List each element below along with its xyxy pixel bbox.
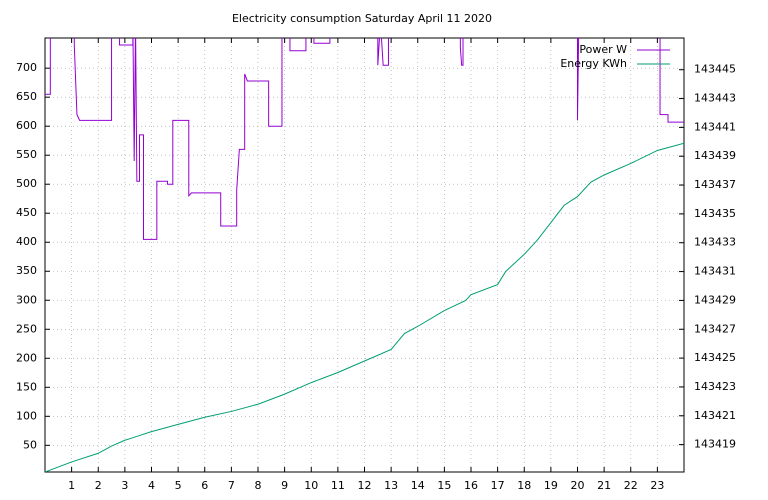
y2-tick-label: 143437 (694, 178, 736, 191)
y2-tick-label: 143431 (694, 265, 736, 278)
x-tick-label: 13 (384, 479, 398, 492)
y-tick-label: 250 (16, 322, 37, 335)
data-line (45, 142, 684, 472)
x-tick-label: 4 (148, 479, 155, 492)
y-tick-label: 700 (16, 61, 37, 74)
x-tick-label: 10 (304, 479, 318, 492)
chart-title: Electricity consumption Saturday April 1… (232, 12, 492, 25)
x-tick-label: 16 (464, 479, 478, 492)
x-tick-label: 18 (517, 479, 531, 492)
y-tick-label: 100 (16, 409, 37, 422)
y-tick-label: 600 (16, 119, 37, 132)
y-tick-label: 500 (16, 177, 37, 190)
y2-tick-label: 143443 (694, 92, 736, 105)
x-tick-label: 7 (228, 479, 235, 492)
x-tick-label: 19 (544, 479, 558, 492)
y2-tick-label: 143427 (694, 322, 736, 335)
y2-tick-label: 143441 (694, 120, 736, 133)
y-tick-label: 400 (16, 235, 37, 248)
legend-label: Power W (579, 43, 627, 56)
y-tick-label: 300 (16, 293, 37, 306)
x-tick-label: 17 (491, 479, 505, 492)
data-line (45, 38, 684, 240)
y2-tick-label: 143423 (694, 380, 736, 393)
x-tick-label: 21 (597, 479, 611, 492)
x-tick-label: 8 (255, 479, 262, 492)
y-tick-label: 550 (16, 148, 37, 161)
y2-tick-label: 143429 (694, 293, 736, 306)
y-tick-label: 350 (16, 264, 37, 277)
legend-label: Energy KWh (560, 57, 627, 70)
y2-tick-label: 143419 (694, 438, 736, 451)
x-tick-label: 2 (95, 479, 102, 492)
x-tick-label: 6 (201, 479, 208, 492)
x-tick-label: 15 (437, 479, 451, 492)
y-tick-label: 650 (16, 90, 37, 103)
y2-tick-label: 143435 (694, 207, 736, 220)
x-tick-label: 12 (358, 479, 372, 492)
y-tick-label: 150 (16, 380, 37, 393)
y2-tick-label: 143421 (694, 409, 736, 422)
y-tick-label: 50 (23, 438, 37, 451)
y2-tick-label: 143439 (694, 149, 736, 162)
x-tick-label: 9 (281, 479, 288, 492)
y2-tick-label: 143425 (694, 351, 736, 364)
y2-tick-label: 143445 (694, 63, 736, 76)
x-tick-label: 20 (571, 479, 585, 492)
x-tick-label: 3 (121, 479, 128, 492)
x-tick-label: 5 (175, 479, 182, 492)
y2-tick-label: 143433 (694, 236, 736, 249)
y-tick-label: 200 (16, 351, 37, 364)
x-tick-label: 1 (68, 479, 75, 492)
x-tick-label: 14 (411, 479, 425, 492)
x-tick-label: 11 (331, 479, 345, 492)
y-tick-label: 450 (16, 206, 37, 219)
x-tick-label: 22 (624, 479, 638, 492)
x-tick-label: 23 (650, 479, 664, 492)
